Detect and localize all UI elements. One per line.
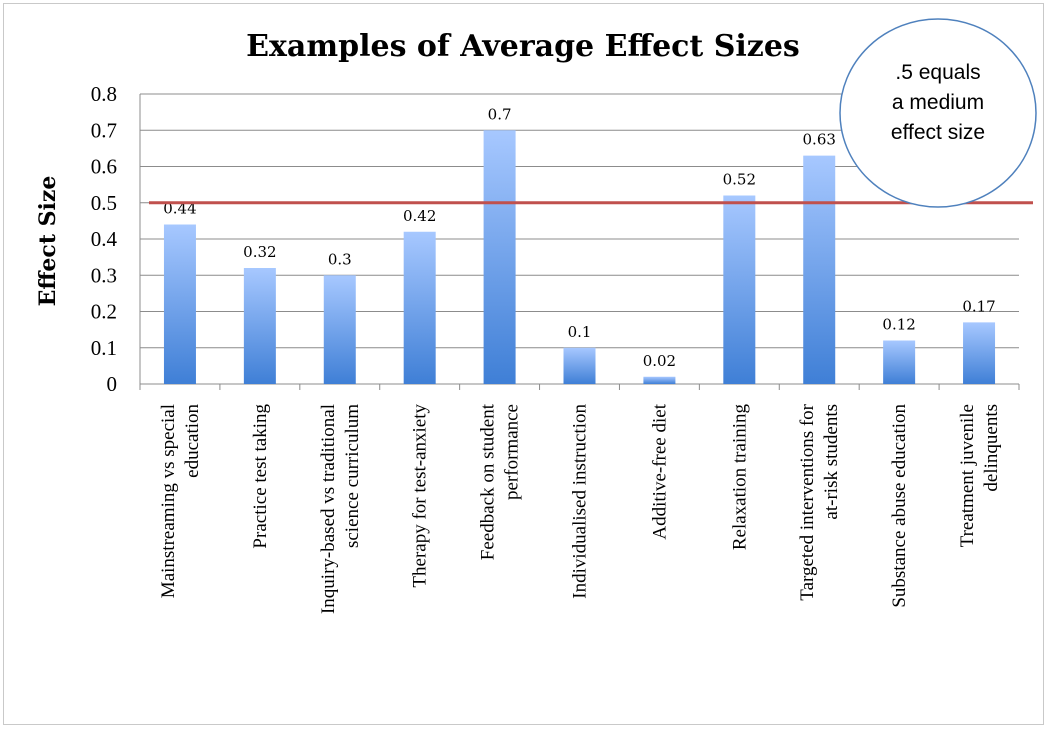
data-label: 0.52: [723, 171, 756, 189]
category-label: Substance abuse education: [889, 404, 910, 608]
bar: [323, 275, 356, 384]
callout: .5 equals a medium effect size: [839, 18, 1037, 208]
y-tick-label: 0.7: [91, 118, 117, 142]
bar: [483, 130, 516, 384]
category-label: science curriculum: [342, 404, 363, 548]
category-label: at-risk students: [821, 404, 842, 520]
bar: [963, 322, 996, 384]
category-label: Relaxation training: [729, 404, 750, 551]
y-tick-label: 0.2: [91, 300, 117, 324]
callout-text: effect size: [891, 121, 985, 144]
bar: [883, 340, 916, 384]
y-tick-label: 0.1: [91, 336, 117, 360]
data-label: 0.1: [568, 323, 592, 341]
y-tick-label: 0.5: [91, 191, 117, 215]
data-label: 0.02: [643, 352, 676, 370]
y-tick-label: 0.6: [91, 155, 117, 179]
category-label: Inquiry-based vs traditional: [318, 404, 339, 614]
category-label: Additive-free diet: [649, 403, 670, 539]
data-label: 0.3: [328, 250, 352, 268]
category-label: delinquents: [981, 404, 1002, 492]
bar: [803, 155, 836, 384]
category-label: Individualised instruction: [570, 404, 591, 599]
data-label: 0.12: [882, 316, 915, 334]
category-label: Feedback on student: [478, 403, 499, 560]
bar: [643, 376, 676, 384]
callout-circle: [839, 18, 1037, 208]
bar: [243, 268, 276, 384]
bars: [163, 130, 996, 384]
data-label: 0.7: [488, 105, 512, 123]
bar: [723, 195, 756, 384]
data-label: 0.42: [403, 207, 436, 225]
category-label: Practice test taking: [250, 404, 271, 549]
data-labels: 0.440.32 0.30.420.70.10.020.520.630.120.1…: [163, 105, 995, 370]
category-label: Therapy for test-anxiety: [410, 404, 431, 588]
y-tick-label: 0.3: [91, 263, 117, 287]
category-labels: Mainstreaming vs special education Practic…: [158, 403, 1002, 614]
data-label: 0.63: [803, 131, 836, 149]
chart-frame: [3, 3, 1044, 725]
y-tick-label: 0.4: [91, 227, 118, 251]
bar: [163, 224, 196, 384]
category-label: Treatment juvenile: [957, 404, 978, 547]
data-label: 0.17: [962, 297, 995, 315]
y-tick-label: 0: [107, 372, 118, 396]
chart-title: Examples of Average Effect Sizes: [246, 29, 800, 64]
callout-text: .5 equals: [895, 61, 980, 84]
callout-text: a medium: [892, 91, 984, 114]
bar: [563, 347, 596, 384]
y-axis-label: Effect Size: [35, 176, 61, 307]
category-label: Targeted interventions for: [797, 403, 818, 600]
grid-lines: 0 0.1 0.2 0.3 0.4 0.5 0.6 0.7 0.8: [91, 82, 1020, 396]
category-label: performance: [502, 404, 523, 500]
category-label: Mainstreaming vs special: [158, 404, 179, 598]
data-label: 0.32: [243, 243, 276, 261]
y-tick-label: 0.8: [91, 82, 117, 106]
bar: [403, 231, 436, 384]
category-label: education: [182, 404, 203, 478]
